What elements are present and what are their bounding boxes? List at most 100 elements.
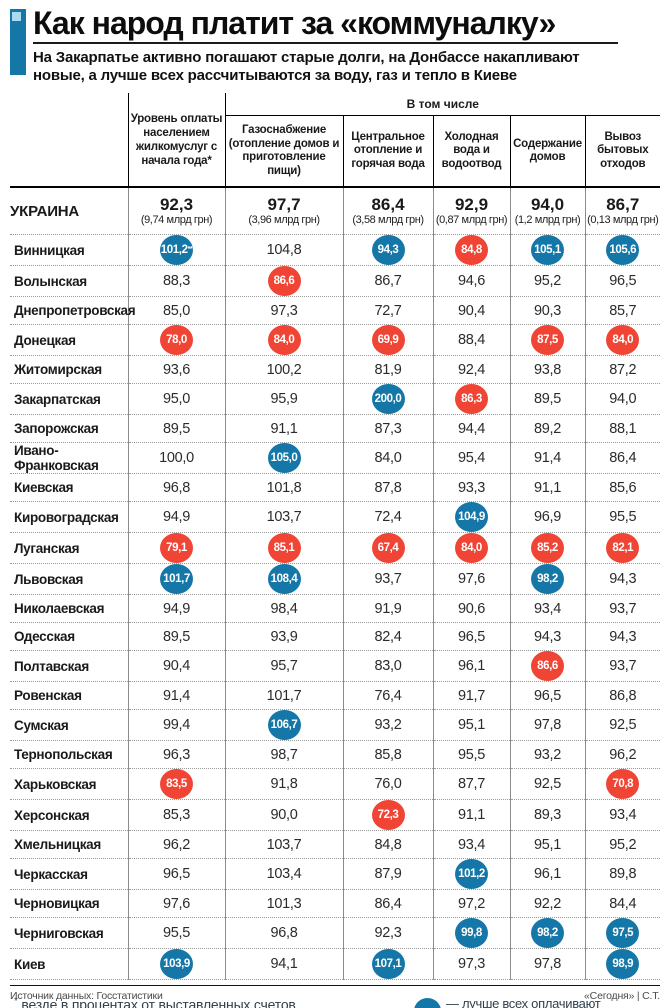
table-row: Киев 103,9 94,1 107,1 97,3 97,8 98,9 bbox=[10, 948, 661, 980]
table-row: Волынская 88,3 86,6 86,7 94,6 95,2 96,5 bbox=[10, 265, 661, 297]
worst-marker: 85,2 bbox=[531, 533, 564, 563]
worst-marker: 83,5 bbox=[160, 769, 193, 799]
value-cell: 101,7 bbox=[127, 563, 225, 595]
worst-marker: 82,1 bbox=[606, 533, 640, 563]
value-cell: 91,4 bbox=[509, 442, 585, 474]
value-cell: 93,4 bbox=[584, 799, 661, 831]
value-cell: 91,1 bbox=[509, 473, 585, 502]
region-label: Луганская bbox=[10, 532, 128, 564]
best-marker: 108,4 bbox=[267, 564, 301, 594]
value-cell: 94,0 bbox=[584, 383, 661, 415]
value-cell: 84,0 bbox=[432, 532, 510, 564]
best-marker: 97,5 bbox=[606, 918, 640, 948]
value-cell: 105,0 bbox=[224, 442, 343, 474]
value-cell: 93,4 bbox=[432, 830, 510, 859]
value-cell: 87,7 bbox=[432, 768, 510, 800]
value-cell: 76,4 bbox=[342, 681, 433, 710]
value-cell: 93,2 bbox=[342, 709, 433, 741]
region-label: Львовская bbox=[10, 563, 128, 595]
value-cell: 84,8 bbox=[342, 830, 433, 859]
worst-marker: 84,0 bbox=[606, 325, 640, 355]
value-cell: 92,4 bbox=[432, 355, 510, 384]
total-value-cell: 86,4 (3,58 млрд грн) bbox=[342, 187, 433, 235]
best-marker: 98,2 bbox=[531, 564, 564, 594]
value-cell: 96,5 bbox=[432, 622, 510, 651]
best-marker: 98,2 bbox=[531, 918, 564, 948]
value-cell: 89,2 bbox=[509, 414, 585, 443]
value-cell: 104,9 bbox=[432, 501, 510, 533]
worst-marker: 86,3 bbox=[455, 384, 488, 414]
value-cell: 87,3 bbox=[342, 414, 433, 443]
region-label: Тернопольская bbox=[10, 740, 128, 769]
value-cell: 93,3 bbox=[432, 473, 510, 502]
value-cell: 105,6 bbox=[584, 234, 661, 266]
total-region-label: УКРАИНА bbox=[10, 187, 128, 235]
worst-marker: 69,9 bbox=[371, 325, 405, 355]
value-cell: 84,8 bbox=[432, 234, 510, 266]
value-cell: 96,1 bbox=[509, 858, 585, 890]
legend-item-best: — лучше всех оплачивают «коммуналку» bbox=[414, 996, 662, 1008]
table-row: Житомирская 93,6 100,2 81,9 92,4 93,8 87,2 bbox=[10, 355, 661, 384]
total-value-cell: 92,9 (0,87 млрд грн) bbox=[432, 187, 510, 235]
value-cell: 101,2 bbox=[432, 858, 510, 890]
region-label: Киев bbox=[10, 948, 128, 980]
column-header-water: Холодная вода и водоотвод bbox=[432, 115, 510, 188]
value-cell: 85,8 bbox=[342, 740, 433, 769]
value-cell: 91,1 bbox=[224, 414, 343, 443]
column-header-maintenance: Содержание домов bbox=[509, 115, 585, 188]
table-row: Черкасская 96,5 103,4 87,9 101,2 96,1 89,8 bbox=[10, 858, 661, 890]
value-cell: 93,2 bbox=[509, 740, 585, 769]
region-label: Хмельницкая bbox=[10, 830, 128, 859]
value-cell: 106,7 bbox=[224, 709, 343, 741]
value-cell: 97,3 bbox=[432, 948, 510, 980]
value-cell: 94,3 bbox=[584, 622, 661, 651]
value-cell: 76,0 bbox=[342, 768, 433, 800]
column-header-payment-level: Уровень оплаты населением жилкомуслуг с … bbox=[127, 93, 226, 188]
value-cell: 95,5 bbox=[432, 740, 510, 769]
value-cell: 93,9 bbox=[224, 622, 343, 651]
value-cell: 103,7 bbox=[224, 830, 343, 859]
region-label: Черкасская bbox=[10, 858, 128, 890]
table-body: УКРАИНА 92,3 (9,74 млрд грн) 97,7 (3,96 … bbox=[10, 187, 661, 980]
value-cell: 94,3 bbox=[509, 622, 585, 651]
table-row: Полтавская 90,4 95,7 83,0 96,1 86,6 93,7 bbox=[10, 650, 661, 682]
value-cell: 94,3 bbox=[342, 234, 433, 266]
value-cell: 98,2 bbox=[509, 563, 585, 595]
best-marker-icon bbox=[414, 998, 441, 1008]
payments-table: Уровень оплаты населением жилкомуслуг с … bbox=[10, 93, 661, 980]
value-cell: 86,8 bbox=[584, 681, 661, 710]
value-cell: 91,4 bbox=[127, 681, 225, 710]
header-row-columns: Газоснабжение (отопление домов и пригото… bbox=[10, 115, 661, 188]
region-label: Ровенская bbox=[10, 681, 128, 710]
value-cell: 81,9 bbox=[342, 355, 433, 384]
value-cell: 90,6 bbox=[432, 594, 510, 623]
value-cell: 103,9 bbox=[127, 948, 225, 980]
value-cell: 98,4 bbox=[224, 594, 343, 623]
table-row: Сумская 99,4 106,7 93,2 95,1 97,8 92,5 bbox=[10, 709, 661, 741]
table-row: Харьковская 83,5 91,8 76,0 87,7 92,5 70,8 bbox=[10, 768, 661, 800]
value-cell: 86,7 bbox=[342, 265, 433, 297]
value-cell: 95,4 bbox=[432, 442, 510, 474]
value-cell: 95,9 bbox=[224, 383, 343, 415]
value-cell: 99,4 bbox=[127, 709, 225, 741]
best-marker: 98,9 bbox=[606, 949, 640, 979]
value-cell: 79,1 bbox=[127, 532, 225, 564]
value-cell: 104,8 bbox=[224, 234, 343, 266]
value-cell: 93,7 bbox=[584, 594, 661, 623]
total-value-cell: 92,3 (9,74 млрд грн) bbox=[127, 187, 225, 235]
value-cell: 95,0 bbox=[127, 383, 225, 415]
value-cell: 95,1 bbox=[432, 709, 510, 741]
value-cell: 97,6 bbox=[432, 563, 510, 595]
value-cell: 88,1 bbox=[584, 414, 661, 443]
value-cell: 88,3 bbox=[127, 265, 225, 297]
value-cell: 92,2 bbox=[509, 889, 585, 918]
accent-bar bbox=[10, 9, 26, 75]
value-cell: 100,0 bbox=[127, 442, 225, 474]
total-value-cell: 97,7 (3,96 млрд грн) bbox=[224, 187, 343, 235]
value-cell: 85,7 bbox=[584, 296, 661, 325]
value-cell: 96,3 bbox=[127, 740, 225, 769]
table-row: Ивано-Франковская 100,0 105,0 84,0 95,4 91,4 8… bbox=[10, 442, 661, 474]
best-marker: 106,7 bbox=[267, 710, 301, 740]
table-row: Тернопольская 96,3 98,7 85,8 95,5 93,2 96,2 bbox=[10, 740, 661, 769]
